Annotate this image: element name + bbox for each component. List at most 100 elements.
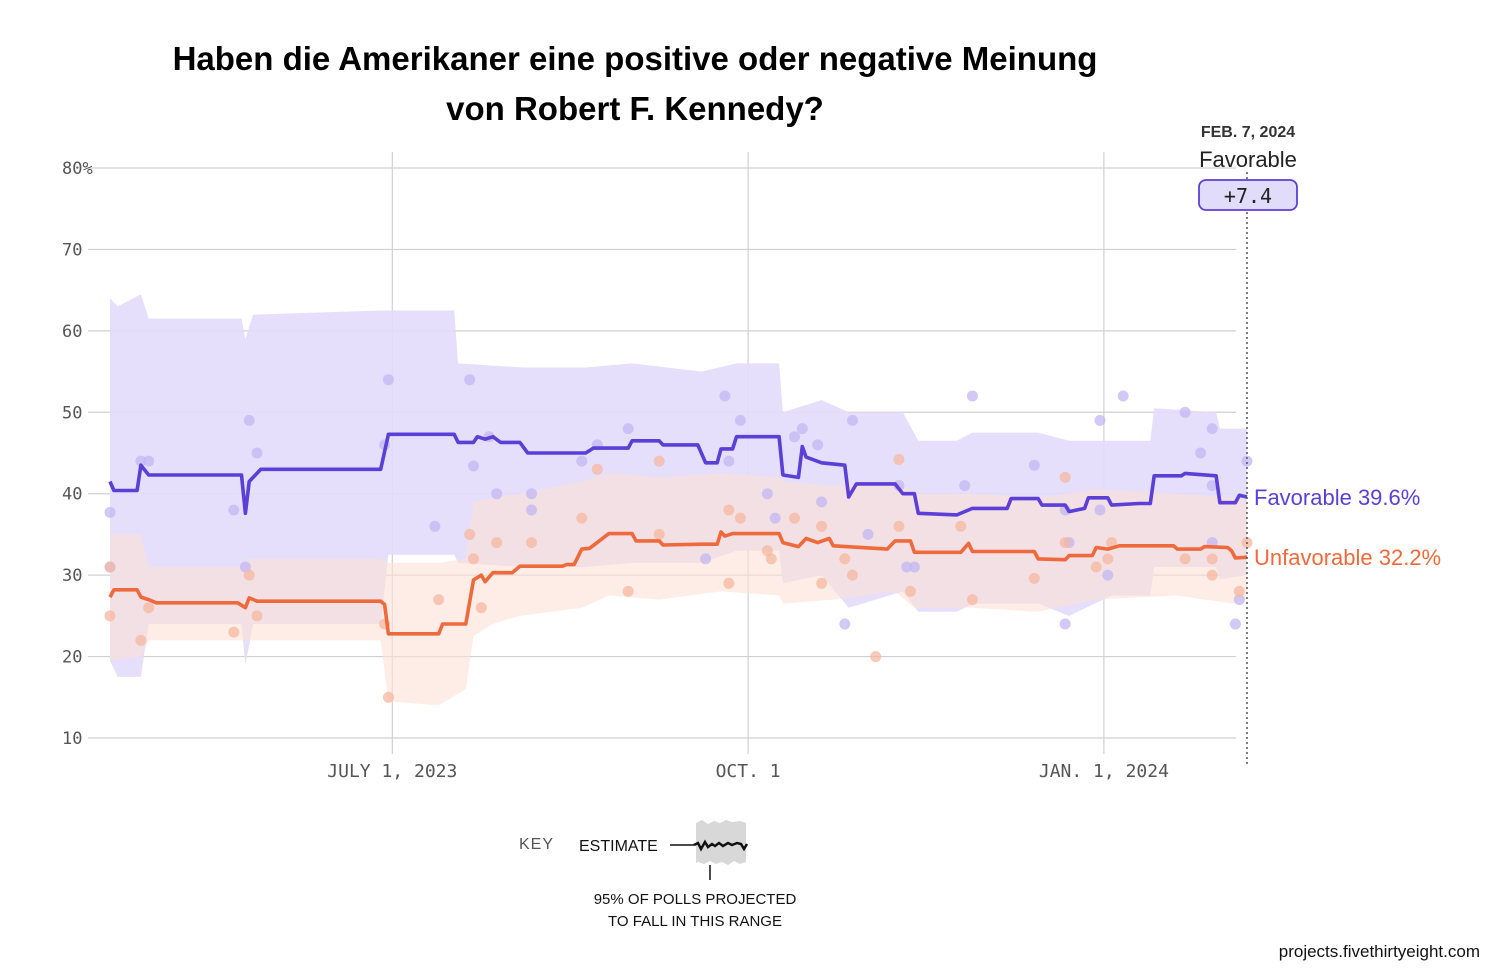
y-tick-label: 80% bbox=[62, 159, 93, 179]
unfavorable-poll-dot bbox=[228, 626, 240, 638]
unfavorable-poll-dot bbox=[723, 577, 735, 589]
favorable-poll-dot bbox=[1241, 455, 1253, 467]
favorable-poll-dot bbox=[789, 431, 800, 443]
favorable-poll-dot bbox=[1102, 569, 1114, 581]
unfavorable-poll-dot bbox=[475, 602, 487, 614]
key-range-label: 95% OF POLLS PROJECTED TO FALL IN THIS R… bbox=[570, 889, 820, 933]
unfavorable-poll-dot bbox=[243, 569, 255, 581]
favorable-poll-dot bbox=[464, 374, 476, 386]
estimate-lines bbox=[108, 432, 1248, 636]
favorable-poll-dot bbox=[901, 561, 913, 573]
unfavorable-poll-dot bbox=[761, 545, 773, 557]
unfavorable-poll-dot bbox=[1106, 537, 1118, 549]
y-tick-label: 40 bbox=[62, 485, 82, 505]
favorable-poll-dot bbox=[491, 488, 503, 500]
unfavorable-poll-dot bbox=[893, 454, 905, 465]
unfavorable-poll-dot bbox=[1059, 471, 1071, 483]
chart-title-line-2: von Robert F. Kennedy? bbox=[446, 90, 824, 127]
unfavorable-poll-dot bbox=[1028, 572, 1040, 584]
unfavorable-estimate-line bbox=[108, 530, 1248, 636]
unfavorable-poll-dot bbox=[955, 520, 967, 532]
latest-date: FEB. 7, 2024 bbox=[1201, 124, 1295, 141]
favorable-poll-dot bbox=[1233, 594, 1245, 606]
unfavorable-poll-dot bbox=[251, 610, 263, 622]
unfavorable-poll-dot bbox=[591, 463, 603, 475]
unfavorable-poll-dot bbox=[893, 520, 905, 532]
unfavorable-poll-dot bbox=[966, 594, 978, 606]
unfavorable-poll-dot bbox=[526, 537, 537, 549]
favorable-poll-dot bbox=[908, 561, 920, 573]
unfavorable-poll-dot bbox=[491, 537, 503, 549]
favorable-poll-dot bbox=[1179, 406, 1191, 418]
unfavorable-poll-dot bbox=[653, 528, 665, 540]
unfavorable-poll-dot bbox=[765, 553, 777, 565]
unfavorable-poll-dot bbox=[143, 602, 155, 614]
favorable-poll-dot bbox=[1094, 504, 1106, 516]
unfavorable-end-label: Unfavorable 32.2% bbox=[1254, 545, 1441, 570]
favorable-poll-dot bbox=[1028, 459, 1040, 471]
unfavorable-poll-dot bbox=[135, 634, 147, 646]
unfavorable-poll-dot bbox=[734, 512, 746, 524]
favorable-poll-dot bbox=[526, 488, 537, 500]
x-tick-label: JULY 1, 2023 bbox=[327, 761, 457, 782]
unfavorable-poll-dot bbox=[1059, 537, 1071, 549]
favorable-estimate-line bbox=[108, 432, 1248, 517]
unfavorable-poll-dot bbox=[847, 569, 858, 581]
unfavorable-poll-dot bbox=[839, 553, 851, 565]
favorable-poll-dot bbox=[847, 414, 858, 426]
favorable-poll-dot bbox=[468, 460, 479, 472]
favorable-poll-dot bbox=[1094, 414, 1106, 426]
unfavorable-poll-dot bbox=[433, 594, 445, 606]
favorable-poll-dot bbox=[104, 506, 116, 518]
favorable-poll-dot bbox=[429, 520, 441, 532]
unfavorable-poll-dot bbox=[1090, 561, 1102, 573]
favorable-poll-dot bbox=[382, 374, 394, 386]
favorable-poll-dot bbox=[1059, 618, 1071, 630]
unfavorable-poll-dot bbox=[905, 585, 916, 597]
favorable-poll-dot bbox=[576, 455, 588, 467]
favorable-poll-dot bbox=[1229, 618, 1241, 630]
unfavorable-poll-dot bbox=[723, 504, 735, 516]
favorable-poll-dot bbox=[862, 528, 874, 540]
favorable-end-label: Favorable 39.6% bbox=[1254, 485, 1420, 510]
chart-title-line-1: Haben die Amerikaner eine positive oder … bbox=[172, 40, 1098, 77]
favorable-poll-dot bbox=[723, 455, 735, 467]
favorable-poll-dot bbox=[622, 423, 634, 435]
favorable-poll-dot bbox=[526, 504, 537, 516]
favorable-poll-dot bbox=[719, 390, 731, 402]
favorable-poll-dot bbox=[1195, 447, 1207, 459]
y-tick-label: 30 bbox=[62, 566, 82, 586]
key-estimate-line bbox=[693, 839, 749, 852]
key-range-line-2: TO FALL IN THIS RANGE bbox=[608, 913, 782, 930]
unfavorable-poll-dot bbox=[468, 553, 479, 565]
margin-badge bbox=[1198, 179, 1298, 211]
key-legend-graphic bbox=[670, 820, 749, 880]
unfavorable-poll-dot bbox=[622, 585, 634, 597]
y-tick-label: 10 bbox=[62, 729, 82, 749]
unfavorable-poll-dot bbox=[104, 610, 116, 622]
unfavorable-poll-dot bbox=[576, 512, 588, 524]
key-range-line-1: 95% OF POLLS PROJECTED bbox=[593, 891, 797, 908]
source-credit: projects.fivethirtyeight.com bbox=[1278, 942, 1480, 961]
unfavorable-poll-dot bbox=[1206, 553, 1218, 565]
favorable-poll-dot bbox=[228, 504, 240, 516]
favorable-poll-dot bbox=[1206, 423, 1218, 435]
favorable-poll-dot bbox=[135, 455, 147, 467]
latest-date-header: FEB. 7, 2024 Favorable +7.4 bbox=[1198, 124, 1298, 766]
unfavorable-poll-dot bbox=[816, 520, 828, 532]
unfavorable-poll-dot bbox=[1179, 553, 1191, 565]
key-label: KEY bbox=[519, 836, 555, 853]
axis-labels: 80% 70 60 50 40 30 20 10 JULY 1, 2023 OCT. 1 JAN. … bbox=[62, 159, 1441, 782]
unfavorable-poll-dot bbox=[870, 651, 882, 663]
unfavorable-poll-dot bbox=[816, 577, 828, 589]
favorable-poll-dot bbox=[966, 390, 978, 402]
favorable-poll-dot bbox=[816, 496, 828, 508]
y-tick-label: 70 bbox=[62, 240, 82, 260]
favorable-poll-dot bbox=[812, 439, 824, 451]
unfavorable-poll-dot bbox=[464, 528, 476, 540]
favorable-poll-dot bbox=[769, 512, 781, 524]
favorable-poll-dot bbox=[959, 480, 971, 492]
unfavorable-poll-dot bbox=[104, 561, 116, 573]
x-tick-label: JAN. 1, 2024 bbox=[1039, 761, 1169, 782]
